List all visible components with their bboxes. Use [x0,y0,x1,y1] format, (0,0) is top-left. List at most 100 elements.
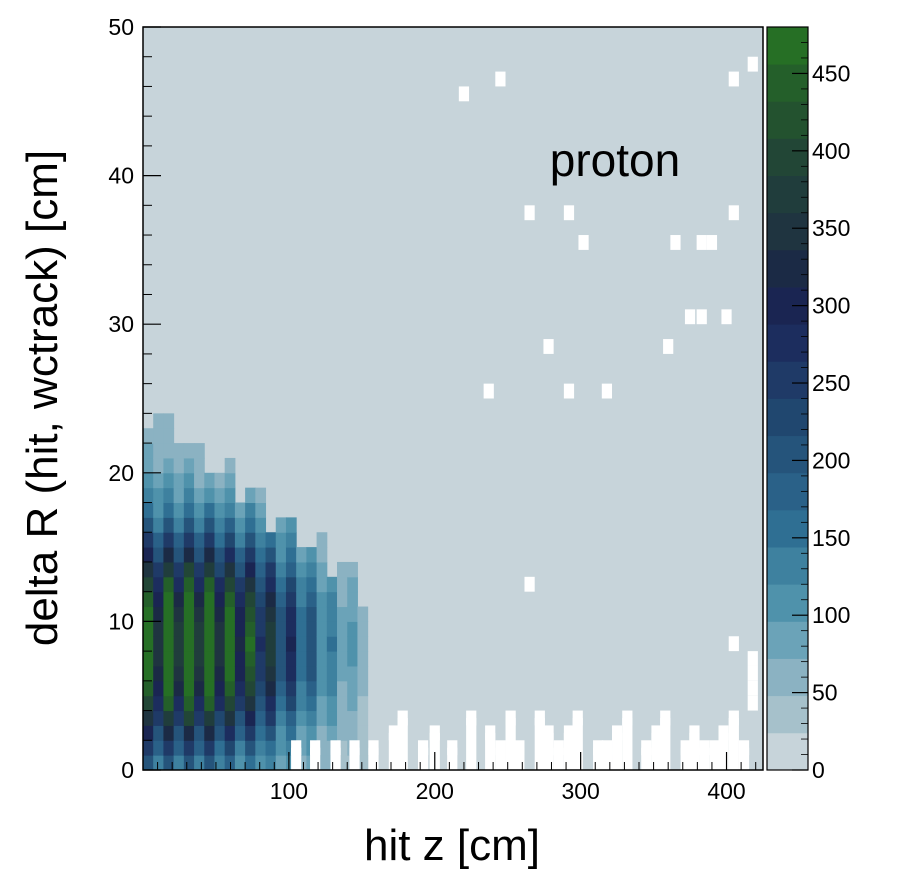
heatmap-bin [357,725,369,741]
heatmap-bin [204,532,215,548]
empty-bin [721,309,732,325]
heatmap-bin [163,428,175,444]
heatmap-bin [275,710,287,726]
heatmap-bin [224,651,236,667]
empty-bin-column [330,747,341,770]
heatmap-bin [347,651,358,667]
heatmap-bin [234,680,246,697]
heatmap-bin [204,517,215,533]
heatmap-bin [143,725,154,741]
heatmap-bin [163,457,175,474]
heatmap-bin [234,517,246,533]
color-scale-tick-label: 0 [812,757,825,783]
heatmap-bin [316,740,328,756]
heatmap-bin [296,547,307,563]
empty-bin-column [622,717,633,770]
heatmap-bin [265,710,277,726]
heatmap-bin [214,517,226,533]
heatmap-bin [296,591,307,608]
heatmap-bin [234,606,246,622]
heatmap-bin [214,665,226,682]
color-scale-swatch [767,398,808,437]
heatmap-bin [194,591,205,608]
heatmap-bin [194,680,205,697]
color-scale-swatch [767,621,808,659]
heatmap-bin [255,665,267,682]
heatmap-bin [296,665,307,682]
heatmap-bin [234,591,246,608]
heatmap-bin [265,576,277,593]
heatmap-bin [173,517,185,533]
heatmap-bin [173,561,185,578]
heatmap-bin [245,665,256,682]
color-scale-tick-label: 250 [812,370,850,396]
heatmap-bin [326,591,338,608]
heatmap-bin [255,547,267,563]
heatmap-bin [153,710,164,726]
heatmap-bin [173,755,185,771]
plot-frame [142,26,764,771]
heatmap-bin [214,606,226,622]
heatmap-bin [143,561,154,578]
heatmap-bin [143,472,154,489]
heatmap-bin [347,680,358,697]
heatmap-bin [234,532,246,548]
heatmap-bin [173,576,185,593]
heatmap-bin [306,561,318,578]
heatmap-bin [255,606,267,622]
empty-bin-column [641,747,652,770]
heatmap-bin [245,576,256,593]
empty-bin-column [709,747,720,770]
heatmap-bin [194,606,205,622]
color-scale-swatch [767,175,808,214]
heatmap-bin [224,695,236,712]
heatmap-bin [234,740,246,756]
heatmap-bin [224,740,236,756]
heatmap-bin [275,695,287,712]
heatmap-bin [234,547,246,563]
heatmap-bin [194,725,205,741]
heatmap-bin [275,561,287,578]
empty-bin-column [466,717,477,770]
empty-bin [728,71,739,87]
heatmap-bin [245,547,256,563]
heatmap-bin [265,621,277,637]
heatmap-bin [347,606,358,622]
x-axis-ticks: 100 200 300 400 [157,752,757,804]
heatmap-bin [255,740,267,756]
heatmap-bin [306,621,318,637]
color-scale-swatch [767,584,808,622]
heatmap-bin [224,487,236,504]
heatmap-bin [194,443,205,459]
heatmap-bin [245,740,256,756]
heatmap-bin [296,651,307,667]
heatmap-bin [173,665,185,682]
heatmap-bin [153,621,164,637]
heatmap-bin [285,621,297,637]
heatmap-bin [234,710,246,726]
heatmap-bin [245,606,256,622]
empty-bin [495,71,506,87]
heatmap-bin [275,621,287,637]
color-scale-tick-label: 400 [812,138,850,164]
empty-bin-column [310,747,321,770]
heatmap-bin [347,576,358,593]
heatmap-bin [285,636,297,652]
y-tick-label: 0 [121,757,134,783]
heatmap-bin [255,532,267,548]
heatmap-bin [265,665,277,682]
heatmap-bin [194,547,205,563]
heatmap-bin [153,457,164,474]
heatmap-bin [173,532,185,548]
heatmap-bin [143,591,154,608]
heatmap-bin [153,517,164,533]
heatmap-bin [224,665,236,682]
heatmap-bin [296,561,307,578]
heatmap-bin [204,621,215,637]
color-scale-swatch [767,361,808,399]
empty-bin-column [699,747,710,770]
heatmap-bin [204,606,215,622]
heatmap-bin [224,561,236,578]
heatmap-bin [183,725,195,741]
